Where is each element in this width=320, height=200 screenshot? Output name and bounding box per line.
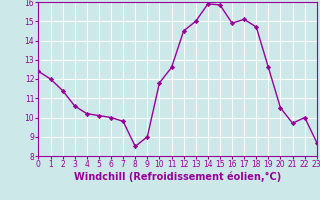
X-axis label: Windchill (Refroidissement éolien,°C): Windchill (Refroidissement éolien,°C) <box>74 172 281 182</box>
